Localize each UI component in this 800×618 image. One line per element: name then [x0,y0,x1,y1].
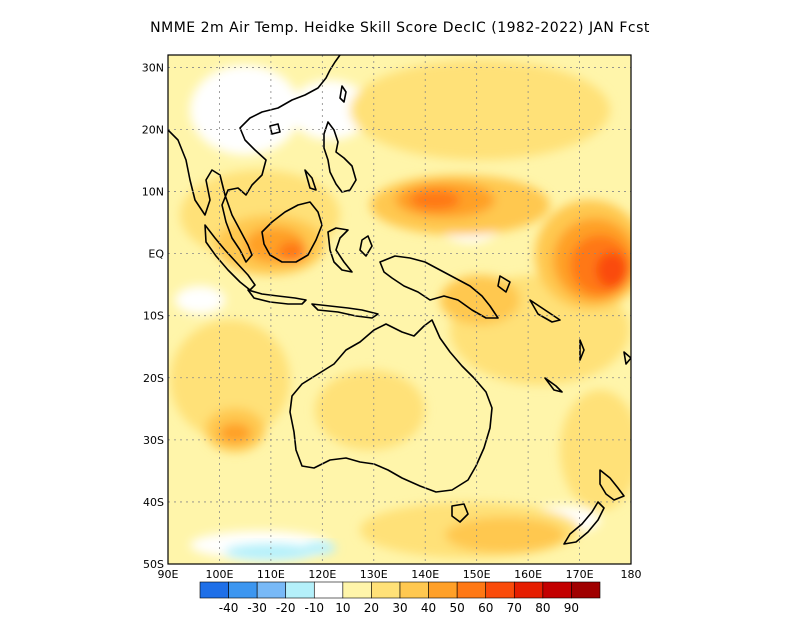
lon-tick-label: 130E [360,568,388,581]
lon-tick-label: 110E [257,568,285,581]
colorbar-label: 80 [535,601,550,615]
lat-tick-label: 10N [142,186,164,199]
colorbar-swatch [371,581,401,599]
colorbar-swatch [399,581,429,599]
coastline-asia [168,55,341,263]
field-patch [445,517,565,553]
skill-score-field [168,55,631,564]
lon-tick-label: 140E [411,568,439,581]
colorbar-swatch [256,581,287,599]
colorbar-swatch [571,581,601,599]
lon-tick-label: 90E [158,568,179,581]
coastline-new-caledonia [544,377,563,393]
lat-tick-label: 20S [143,372,164,385]
field-patch [410,190,460,210]
latitude-axis: 30N 20N 10N EQ 10S 20S 30S 40S 50S [142,61,165,571]
lon-tick-label: 120E [308,568,336,581]
colorbar-swatch [542,581,572,599]
lat-tick-label: 30N [142,61,164,74]
map-frame [167,54,632,565]
field-patch [350,60,610,160]
colorbar-label: -40 [219,601,239,615]
coastline-bismarck [497,275,511,293]
lon-tick-label: 170E [566,568,594,581]
coastline-australia [289,319,493,493]
lon-tick-label: 100E [205,568,233,581]
lat-tick-label: 20N [142,123,164,136]
colorbar-swatch [285,581,315,599]
lon-tick-label: 160E [514,568,542,581]
colorbar: -40 -30 -20 -10 10 20 30 40 50 60 70 80 90 [199,581,601,615]
field-patch [225,544,315,560]
coastline-vanuatu [579,339,585,361]
colorbar-label: -30 [247,601,267,615]
lat-tick-label: 40S [143,496,164,509]
colorbar-label: 50 [450,601,465,615]
field-patch [440,275,520,325]
field-patch [596,252,628,288]
colorbar-label: 20 [364,601,379,615]
coastline-sumatra [204,224,256,291]
coastline-taiwan [339,85,347,103]
coastlines [168,55,631,545]
coastline-philippines [323,121,357,193]
longitude-axis: 90E 100E 110E 120E 130E 140E 150E 160E 170E 180 [158,568,642,581]
colorbar-label: -10 [304,601,324,615]
field-patch [304,542,336,554]
colorbar-swatch [428,581,458,599]
field-patch [278,242,306,262]
field-patch [190,65,300,155]
lat-tick-label: 30S [143,434,164,447]
lat-tick-label: EQ [148,248,164,261]
field-patch [170,320,290,440]
coastline-palawan [304,169,317,191]
coastline-nz-north [599,469,625,501]
lat-tick-label: 50S [143,558,164,571]
field-patch [290,80,370,140]
lat-tick-label: 10S [143,310,164,323]
map-title: NMME 2m Air Temp. Heidke Skill Score Dec… [150,20,650,36]
colorbar-swatch [485,581,515,599]
coastline-fiji [623,351,631,365]
colorbar-swatch [199,581,229,599]
colorbar-label: 10 [335,601,350,615]
coastline-moluccas [359,235,373,257]
coastline-solomons [529,299,561,323]
coastline-borneo [261,201,323,263]
grid-lines [168,55,631,564]
colorbar-label: -20 [276,601,296,615]
coastline-new-guinea [379,255,499,319]
colorbar-swatch [342,581,372,599]
lon-tick-label: 150E [463,568,491,581]
colorbar-label: 70 [507,601,522,615]
coastline-hainan [269,123,281,135]
colorbar-swatch [513,581,544,599]
field-patch [560,390,631,510]
coastline-sulawesi [327,227,353,273]
colorbar-swatch [228,581,258,599]
colorbar-swatch [456,581,487,599]
coastline-tasmania [451,503,469,523]
field-patch [315,370,425,450]
field-patch [219,423,251,443]
coastline-lesser-sunda [311,303,379,319]
lon-tick-label: 180 [621,568,642,581]
colorbar-label: 90 [564,601,579,615]
coastline-java [247,289,307,305]
colorbar-label: 60 [478,601,493,615]
field-patch [175,286,225,314]
colorbar-label: 40 [421,601,436,615]
coastline-nz-south [563,501,605,545]
colorbar-swatch [313,581,344,599]
colorbar-label: 30 [392,601,407,615]
